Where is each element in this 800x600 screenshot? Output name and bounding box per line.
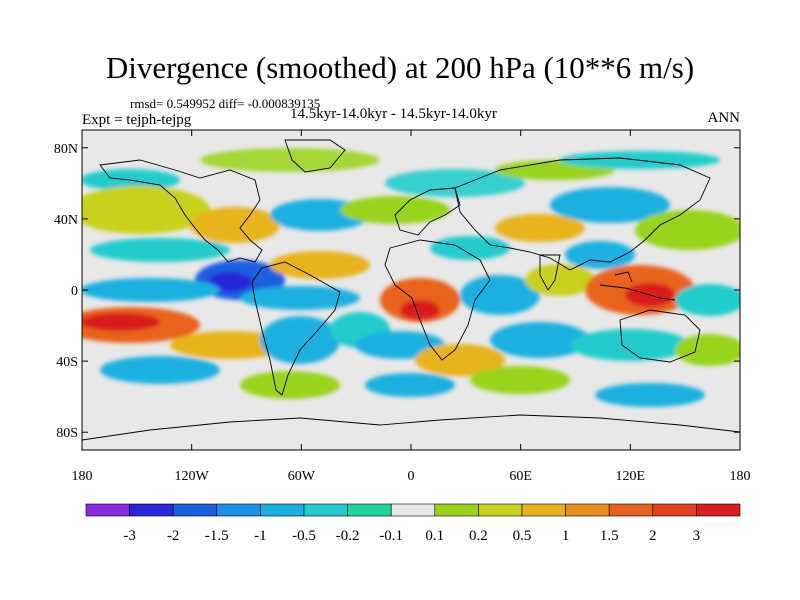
lat-tick-label: 80S: [56, 426, 78, 441]
colorbar-swatch: [390, 503, 436, 517]
lon-tick-label: 60W: [288, 469, 316, 484]
colorbar-labels: -3 -2 -1.5 -1 -0.5 -0.2 -0.1 0.1 0.2 0.5 1 1.5 2 3: [123, 528, 700, 544]
colorbar-swatch: [85, 503, 130, 517]
colorbar-swatch: [652, 503, 697, 517]
latitude-labels: 80N 40N 0 40S 80S: [54, 142, 78, 441]
colorbar-swatch: [565, 503, 610, 517]
season-label: ANN: [707, 110, 741, 126]
colorbar-label: -0.2: [336, 528, 360, 544]
colorbar-swatch: [478, 503, 523, 517]
lat-tick-label: 0: [71, 284, 78, 299]
colorbar-label: -0.5: [292, 528, 316, 544]
colorbar: [85, 503, 741, 517]
lon-tick-label: 0: [408, 469, 415, 484]
colorbar-swatch: [434, 503, 479, 517]
colorbar-swatch: [521, 503, 566, 517]
colorbar-swatch: [608, 503, 654, 517]
colorbar-label: 0.1: [425, 528, 444, 544]
colorbar-swatch: [172, 503, 218, 517]
axis-ticks: [81, 130, 741, 450]
colorbar-swatch: [696, 503, 741, 517]
map-title: Divergence (smoothed) at 200 hPa (10**6 …: [105, 50, 695, 85]
colorbar-swatch: [129, 503, 174, 517]
colorbar-label: -2: [167, 528, 180, 544]
colorbar-label: 2: [649, 528, 657, 544]
colorbar-swatch: [216, 503, 261, 517]
lon-tick-label: 120E: [616, 469, 646, 484]
colorbar-label: -1: [254, 528, 267, 544]
lat-tick-label: 80N: [54, 142, 78, 157]
lat-tick-label: 40N: [54, 213, 78, 228]
lat-tick-label: 40S: [56, 355, 78, 370]
colorbar-swatch: [260, 503, 305, 517]
lon-tick-label: 120W: [175, 469, 210, 484]
colorbar-label: 0.2: [469, 528, 488, 544]
colorbar-label: -1.5: [205, 528, 229, 544]
colorbar-label: 1.5: [600, 528, 619, 544]
coastlines: [82, 139, 740, 441]
experiment-label: Expt = tejph-tejpg: [82, 112, 192, 128]
lon-tick-label: 180: [72, 469, 93, 484]
longitude-labels: 180 120W 60W 0 60E 120E 180: [72, 469, 751, 484]
colorbar-swatch: [347, 503, 392, 517]
period-label: 14.5kyr-14.0kyr - 14.5kyr-14.0kyr: [290, 106, 497, 122]
colorbar-swatch: [303, 503, 348, 517]
colorbar-label: 3: [693, 528, 701, 544]
lon-tick-label: 60E: [509, 469, 532, 484]
divergence-field: [82, 130, 740, 450]
colorbar-label: 1: [562, 528, 570, 544]
colorbar-label: -3: [123, 528, 136, 544]
colorbar-label: 0.5: [513, 528, 532, 544]
lon-tick-label: 180: [730, 469, 751, 484]
colorbar-label: -0.1: [379, 528, 403, 544]
stats-text: rmsd= 0.549952 diff= -0.000839135: [130, 96, 321, 111]
